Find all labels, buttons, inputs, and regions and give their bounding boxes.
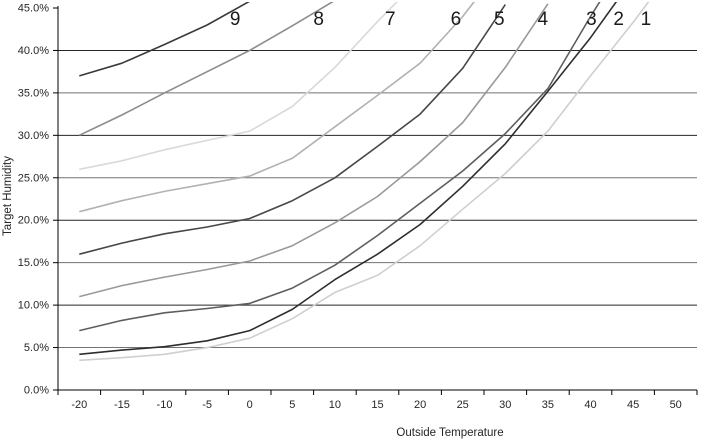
y-tick-label: 30.0% <box>18 130 49 142</box>
x-tick-label: 35 <box>542 399 554 411</box>
series-line-4 <box>79 3 549 298</box>
x-tick-label: -20 <box>71 399 87 411</box>
x-tick-label: -15 <box>114 399 130 411</box>
series-line-8 <box>78 2 334 137</box>
x-tick-label: 25 <box>457 399 469 411</box>
x-axis-title: Outside Temperature <box>396 427 503 439</box>
series-line-3 <box>79 2 601 332</box>
series-line-2 <box>79 2 618 356</box>
y-tick-label: 0.0% <box>24 385 49 397</box>
x-tick-label: 10 <box>329 399 341 411</box>
x-tick-label: 50 <box>670 399 682 411</box>
x-tick-label: 0 <box>247 399 253 411</box>
series-label-7: 7 <box>385 9 396 30</box>
series-label-5: 5 <box>494 9 505 30</box>
series-label-2: 2 <box>613 9 624 30</box>
x-tick-label: 20 <box>414 399 426 411</box>
series-line-6 <box>79 2 475 213</box>
series-line-9 <box>79 2 250 77</box>
y-axis-title: Target Humidity <box>2 156 14 236</box>
y-tick-label: 35.0% <box>18 87 49 99</box>
y-tick-label: 20.0% <box>18 215 49 227</box>
x-tick-label: -10 <box>157 399 173 411</box>
x-tick-label: 5 <box>289 399 295 411</box>
x-tick-label: -5 <box>202 399 212 411</box>
y-tick-label: 25.0% <box>18 172 49 184</box>
y-tick-label: 5.0% <box>24 342 49 354</box>
y-tick-label: 10.0% <box>18 300 49 312</box>
y-tick-label: 40.0% <box>18 45 49 57</box>
x-tick-label: 40 <box>584 399 596 411</box>
series-label-4: 4 <box>537 9 548 30</box>
series-line-5 <box>79 4 506 255</box>
series-label-8: 8 <box>313 9 324 30</box>
series-label-1: 1 <box>641 9 652 30</box>
x-tick-label: 45 <box>627 399 639 411</box>
x-tick-label: 15 <box>371 399 383 411</box>
series-line-1 <box>79 2 650 362</box>
x-tick-label: 30 <box>499 399 511 411</box>
y-tick-label: 45.0% <box>18 3 49 15</box>
series-line-7 <box>79 2 398 171</box>
series-label-6: 6 <box>451 9 462 30</box>
series-label-9: 9 <box>230 9 241 30</box>
series-label-3: 3 <box>586 9 597 30</box>
y-tick-label: 15.0% <box>18 257 49 269</box>
